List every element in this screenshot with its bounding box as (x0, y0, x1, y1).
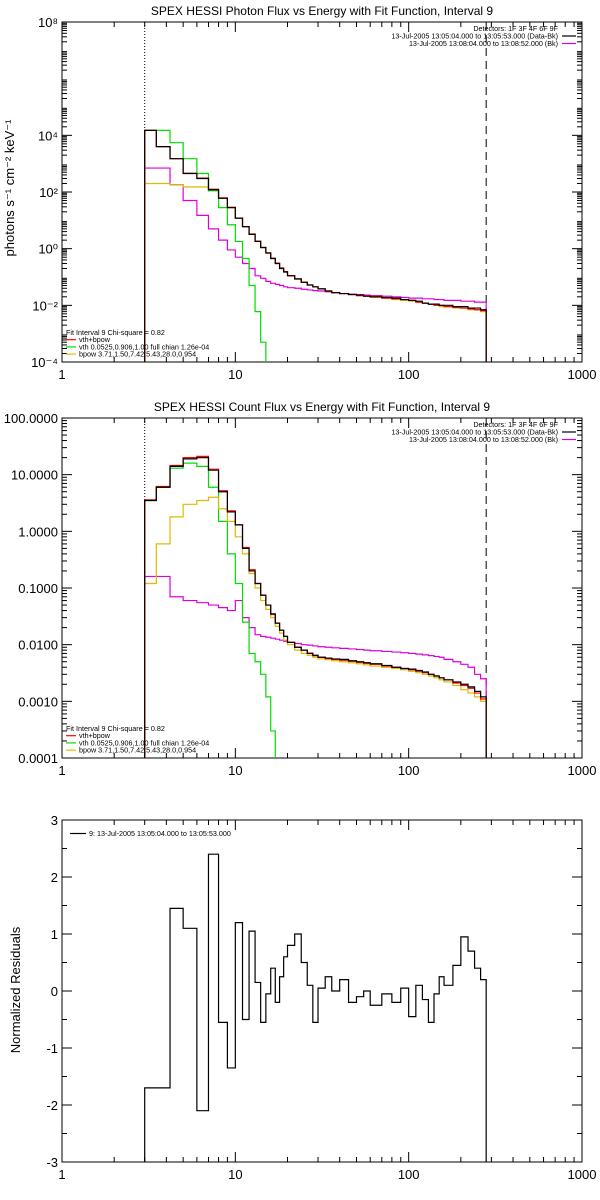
residuals-x-tick-label: 1 (58, 1167, 65, 1182)
residuals-series-data (144, 853, 487, 1162)
count-legend-bottom-text: Fit Interval 9 Chi-square = 0.82 (66, 724, 165, 733)
photon-y-tick-label: 10⁻² (32, 298, 58, 313)
photon-legend-bottom-text: vth+bpow (79, 335, 111, 344)
residuals-x-tick-label: 100 (398, 1167, 420, 1182)
photon-legend-bottom-text: Fit Interval 9 Chi-square = 0.82 (66, 328, 165, 337)
photon-series-total-fit (144, 129, 487, 362)
count-y-tick-label: 0.0100 (18, 638, 58, 653)
photon-y-tick-label: 10⁰ (38, 242, 58, 257)
photon-legend-bottom-text: vth 0.0525,0.906,1.00 full chian 1.26e-0… (79, 342, 209, 351)
count-x-tick-label: 10 (228, 763, 242, 778)
photon-x-tick-label: 10 (228, 367, 242, 382)
residuals-series-group (144, 853, 487, 1162)
count-series-bpow (144, 496, 487, 758)
count-y-tick-label: 1.0000 (18, 524, 58, 539)
residuals-axes-frame (61, 819, 583, 1163)
count-y-tick-label: 10.0000 (11, 468, 58, 483)
count-series-vth (144, 462, 276, 758)
photon-y-tick-label: 10⁴ (38, 128, 58, 143)
residuals-y-tick-label: 1 (51, 927, 58, 942)
photon-y-tick-label: 10⁻⁴ (31, 355, 58, 370)
photon-legend-top-text: 13-Jul-2005 13:05:04.000 to 13:05:53.000… (391, 32, 558, 41)
photon-legend-top-text: 13-Jul-2005 13:08:04.000 to 13:08:52.000… (409, 39, 558, 48)
photon-series-bk (144, 167, 487, 362)
count-legend-top-text: 13-Jul-2005 13:05:04.000 to 13:05:53.000… (391, 428, 558, 437)
count-x-tick-label: 1 (58, 763, 65, 778)
photon-chart-title: SPEX HESSI Photon Flux vs Energy with Fi… (151, 4, 493, 18)
residuals-legend-text: 9: 13-Jul-2005 13:05:04.000 to 13:05:53.… (89, 829, 231, 838)
residuals-y-tick-label: -3 (46, 1155, 58, 1170)
count-axes-frame (61, 417, 583, 759)
residuals-y-tick-label: -2 (46, 1098, 58, 1113)
residuals-plot-area: 1 10 100 1000 -3 -2 -1 0 1 2 3 9: 13-Jul-2005 13:05… (46, 813, 596, 1182)
count-series-bk (144, 575, 487, 758)
photon-series-group (144, 129, 487, 362)
residuals-y-tick-label: 3 (51, 813, 58, 828)
count-legend-top-text: 13-Jul-2005 13:08:04.000 to 13:08:52.000… (409, 435, 558, 444)
photon-series-bpow (144, 182, 487, 362)
count-x-tick-label: 1000 (568, 763, 597, 778)
photon-y-tick-label: 10² (39, 185, 58, 200)
photon-x-tick-label: 1 (58, 367, 65, 382)
count-series-group (144, 455, 487, 758)
photon-axes-frame (61, 21, 583, 363)
count-plot-area: 1 10 100 1000 0.0001 0.0010 0.0100 0.1000 1.0000… (4, 411, 597, 778)
count-y-tick-label: 0.0010 (18, 694, 58, 709)
count-series-total-fit (144, 455, 487, 758)
residuals-y-tick-label: 0 (51, 984, 58, 999)
photon-series-data (144, 129, 487, 362)
count-legend-bottom-text: bpow 3.71,1.50,7.42,5.43,28.0,0.954 (79, 746, 196, 755)
count-x-tick-label: 100 (398, 763, 420, 778)
count-legend-top-text: Detectors: 1F 3F 4F 6F 9F (473, 420, 558, 429)
count-legend-bottom-text: vth 0.0525,0.906,1.00 full chian 1.26e-0… (79, 738, 209, 747)
photon-legend-bottom-text: bpow 3.71,1.50,7.42,5.43,28.0,0.954 (79, 350, 196, 359)
photon-legend-top-text: Detectors: 1F 3F 4F 6F 9F (473, 24, 558, 33)
count-y-tick-label: 0.1000 (18, 581, 58, 596)
count-series-data (144, 457, 487, 758)
residuals-y-axis-label: Normalized Residuals (8, 926, 23, 1053)
residuals-y-tick-label: 2 (51, 870, 58, 885)
panel-count-flux: SPEX HESSI Count Flux vs Energy with Fit… (4, 400, 597, 778)
panel-photon-flux: SPEX HESSI Photon Flux vs Energy with Fi… (2, 4, 597, 382)
count-y-tick-label: 0.0001 (18, 751, 58, 766)
photon-x-tick-label: 1000 (568, 367, 597, 382)
photon-plot-area: 1 10 100 1000 10⁻⁴ 10⁻² 10⁰ 10² 10⁴ 10⁸ Detectors:… (31, 15, 597, 382)
residuals-x-tick-label: 10 (228, 1167, 242, 1182)
residuals-x-tick-label: 1000 (568, 1167, 597, 1182)
photon-y-axis-label: photons s⁻¹ cm⁻² keV⁻¹ (2, 119, 17, 257)
photon-x-tick-label: 100 (398, 367, 420, 382)
count-legend-bottom-text: vth+bpow (79, 731, 111, 740)
photon-series-vth (144, 129, 267, 362)
count-y-tick-label: 100.0000 (4, 411, 58, 426)
count-chart-title: SPEX HESSI Count Flux vs Energy with Fit… (154, 400, 490, 414)
photon-y-tick-label: 10⁸ (38, 15, 58, 30)
residuals-y-tick-label: -1 (46, 1041, 58, 1056)
panel-residuals: Normalized Residuals 1 10 100 1000 -3 -2 -1 0 1 2… (8, 813, 596, 1182)
